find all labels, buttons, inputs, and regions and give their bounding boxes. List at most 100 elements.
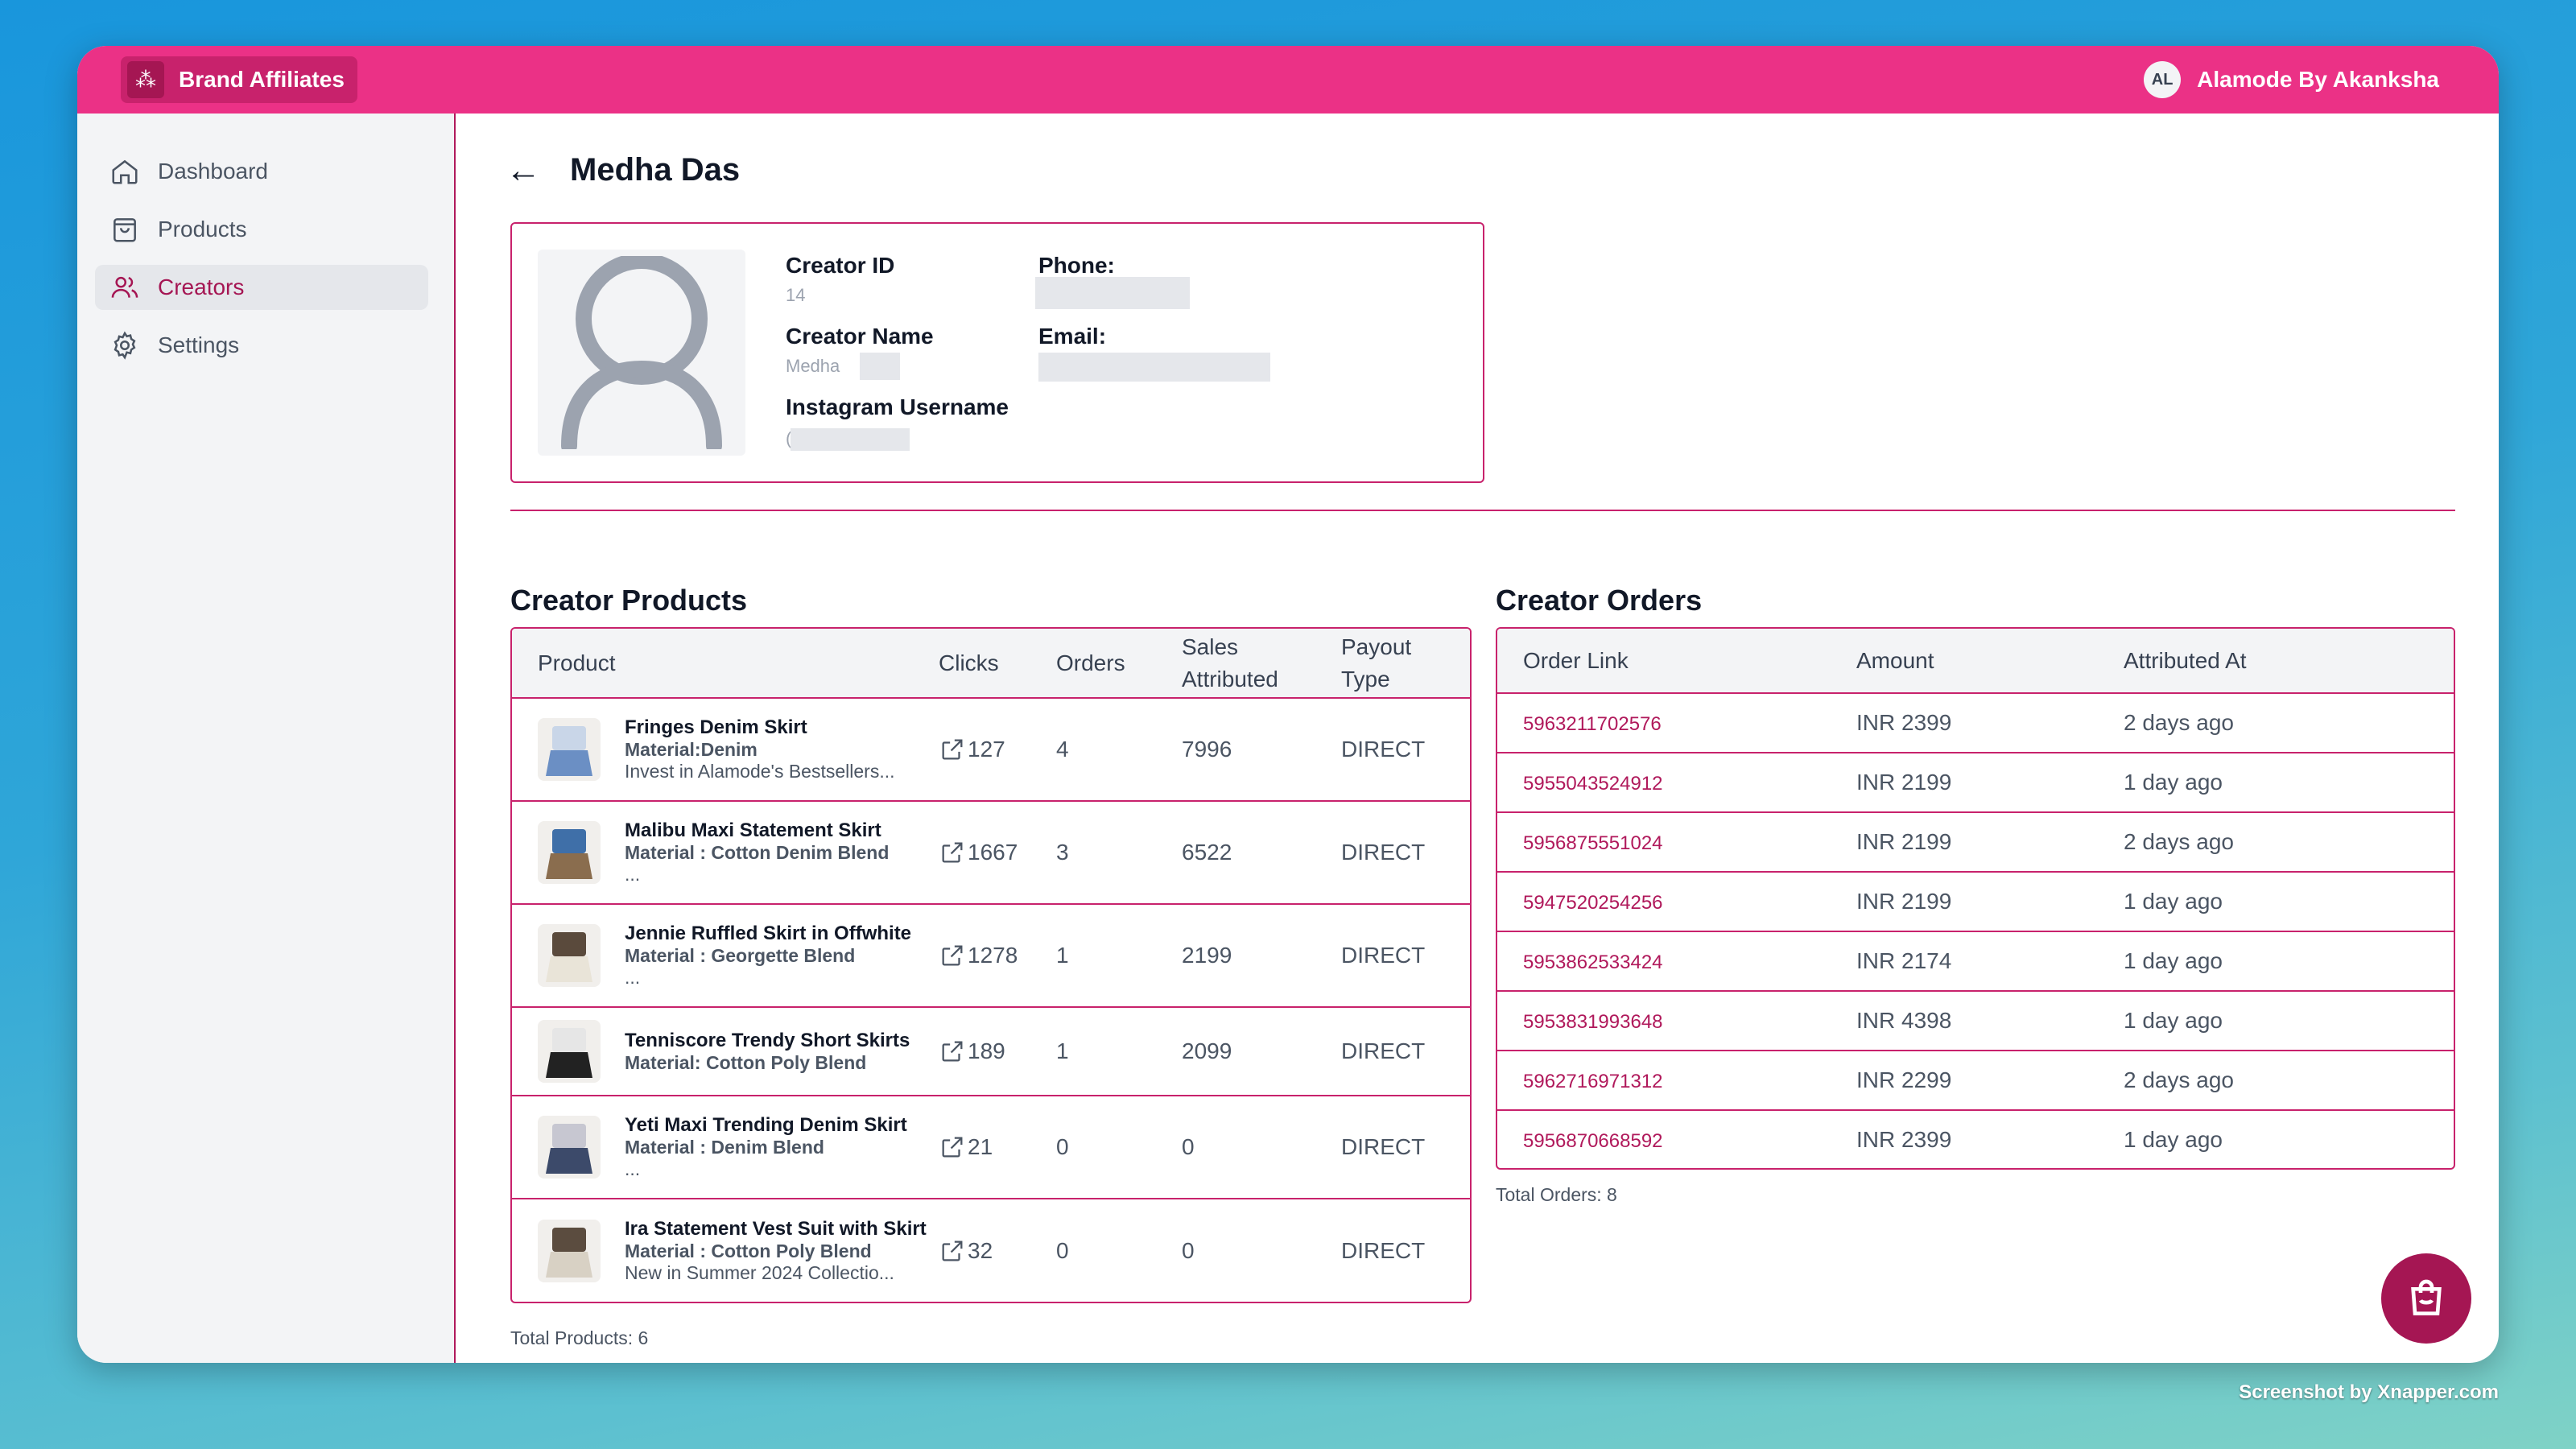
- user-menu[interactable]: AL Alamode By Akanksha: [2144, 61, 2439, 98]
- external-link-icon[interactable]: [939, 1133, 966, 1161]
- col-orders: Orders: [1056, 629, 1182, 699]
- clicks-cell: 32: [939, 1199, 1056, 1302]
- table-row[interactable]: Fringes Denim Skirt Material:Denim Inves…: [512, 698, 1470, 802]
- product-description: ...: [625, 967, 641, 988]
- orders-cell: 1: [1056, 904, 1182, 1008]
- clicks-cell: 189: [939, 1007, 1056, 1096]
- clicks-value: 127: [968, 737, 1005, 762]
- order-link[interactable]: 5962716971312: [1523, 1071, 1663, 1092]
- page-title: Medha Das: [570, 152, 741, 188]
- product-name: Jennie Ruffled Skirt in Offwhite: [625, 923, 912, 944]
- creator-id-label: Creator ID: [786, 253, 895, 278]
- order-link[interactable]: 5963211702576: [1523, 713, 1662, 735]
- external-link-icon[interactable]: [939, 1038, 966, 1065]
- product-name: Yeti Maxi Trending Denim Skirt: [625, 1114, 907, 1136]
- col-payout: Payout Type: [1341, 629, 1470, 699]
- total-orders: Total Orders: 8: [1496, 1184, 1617, 1205]
- app-window: ⁂ Brand Affiliates AL Alamode By Akanksh…: [77, 46, 2499, 1363]
- table-row[interactable]: Malibu Maxi Statement Skirt Material : C…: [512, 801, 1470, 905]
- product-image-icon: [538, 718, 601, 781]
- clicks-cell: 127: [939, 698, 1056, 802]
- payout-cell: DIRECT: [1341, 801, 1470, 905]
- sidebar-item-products[interactable]: Products: [95, 207, 428, 252]
- sidebar-item-settings[interactable]: Settings: [95, 323, 428, 368]
- avatar: AL: [2144, 61, 2182, 98]
- home-icon: [112, 159, 138, 184]
- external-link-icon[interactable]: [939, 942, 966, 969]
- product-cell: Yeti Maxi Trending Denim Skirt Material …: [512, 1096, 939, 1199]
- instagram-label: Instagram Username: [786, 394, 1009, 419]
- users-icon: [111, 276, 138, 298]
- brand[interactable]: ⁂ Brand Affiliates: [121, 56, 357, 103]
- instagram-value: (: [786, 428, 792, 448]
- product-thumbnail[interactable]: [538, 1116, 601, 1179]
- shop-chat-button[interactable]: [2381, 1253, 2471, 1344]
- order-link[interactable]: 5956875551024: [1523, 832, 1663, 854]
- col-clicks: Clicks: [939, 629, 1056, 699]
- clicks-cell: 1667: [939, 801, 1056, 905]
- table-header-row: Product Clicks Orders Sales Attributed Pa…: [512, 629, 1470, 699]
- product-thumbnail[interactable]: [538, 1219, 601, 1282]
- clicks-value: 1278: [968, 943, 1018, 968]
- back-arrow-icon[interactable]: ←: [506, 150, 541, 190]
- amount-cell: INR 2199: [1856, 812, 2124, 873]
- col-product: Product: [512, 629, 939, 699]
- sidebar-item-dashboard[interactable]: Dashboard: [95, 149, 428, 194]
- col-attributed-at: Attributed At: [2124, 629, 2454, 694]
- product-material: Material: Cotton Poly Blend: [625, 1051, 867, 1073]
- amount-cell: INR 2299: [1856, 1051, 2124, 1111]
- clicks-cell: 1278: [939, 904, 1056, 1008]
- brand-name: Brand Affiliates: [179, 67, 345, 92]
- sales-cell: 6522: [1182, 801, 1341, 905]
- table-row: 5956875551024 INR 2199 2 days ago: [1497, 812, 2454, 873]
- creator-id-value: 14: [786, 285, 806, 305]
- product-thumbnail[interactable]: [538, 924, 601, 987]
- product-thumbnail[interactable]: [538, 718, 601, 781]
- main-content: ← Medha Das Creator ID 14 Creator Name M…: [457, 114, 2499, 1363]
- table-row: 5963211702576 INR 2399 2 days ago: [1497, 693, 2454, 753]
- orders-cell: 0: [1056, 1096, 1182, 1199]
- product-material: Material : Cotton Denim Blend: [625, 842, 890, 863]
- product-cell: Ira Statement Vest Suit with Skirt Mater…: [512, 1199, 939, 1302]
- redacted-block: [860, 353, 900, 380]
- payout-cell: DIRECT: [1341, 1237, 1426, 1263]
- products-section-title: Creator Products: [510, 584, 748, 617]
- table-row[interactable]: Tenniscore Trendy Short Skirts Material:…: [512, 1007, 1470, 1096]
- redacted-block: [791, 428, 910, 451]
- product-material: Material : Cotton Poly Blend: [625, 1240, 872, 1261]
- payout-cell: DIRECT: [1341, 1007, 1470, 1096]
- table-row[interactable]: Jennie Ruffled Skirt in Offwhite Materia…: [512, 904, 1470, 1008]
- sidebar-item-label: Settings: [158, 332, 240, 357]
- divider: [510, 510, 2455, 511]
- attributed-at-cell: 1 day ago: [2124, 991, 2454, 1051]
- orders-table: Order Link Amount Attributed At 59632117…: [1496, 627, 2455, 1170]
- clicks-value: 21: [968, 1134, 993, 1159]
- order-link[interactable]: 5953862533424: [1523, 952, 1663, 973]
- orders-cell: 0: [1056, 1237, 1069, 1263]
- table-row[interactable]: Yeti Maxi Trending Denim Skirt Material …: [512, 1096, 1470, 1199]
- product-material: Material : Denim Blend: [625, 1137, 824, 1158]
- order-link[interactable]: 5947520254256: [1523, 892, 1663, 914]
- product-name: Tenniscore Trendy Short Skirts: [625, 1029, 910, 1051]
- product-image-icon: [538, 1116, 601, 1179]
- product-thumbnail[interactable]: [538, 1020, 601, 1083]
- clicks-cell: 21: [939, 1096, 1056, 1199]
- sidebar-item-creators[interactable]: Creators: [95, 265, 428, 310]
- external-link-icon[interactable]: [939, 1237, 966, 1265]
- order-link[interactable]: 5953831993648: [1523, 1011, 1663, 1033]
- orders-cell: 4: [1056, 698, 1182, 802]
- attributed-at-cell: 1 day ago: [2124, 931, 2454, 992]
- product-description: ...: [625, 1158, 641, 1179]
- redacted-block: [1038, 353, 1270, 382]
- external-link-icon[interactable]: [939, 839, 966, 866]
- product-thumbnail[interactable]: [538, 821, 601, 884]
- sales-cell: 2199: [1182, 904, 1341, 1008]
- table-row[interactable]: Ira Statement Vest Suit with Skirt Mater…: [512, 1199, 1470, 1302]
- order-link[interactable]: 5956870668592: [1523, 1129, 1663, 1152]
- product-name: Fringes Denim Skirt: [625, 716, 807, 738]
- orders-section-title: Creator Orders: [1496, 584, 1703, 617]
- product-description: New in Summer 2024 Collectio...: [625, 1261, 894, 1283]
- order-link[interactable]: 5955043524912: [1523, 773, 1663, 795]
- creator-name-label: Creator Name: [786, 324, 934, 349]
- external-link-icon[interactable]: [939, 736, 966, 763]
